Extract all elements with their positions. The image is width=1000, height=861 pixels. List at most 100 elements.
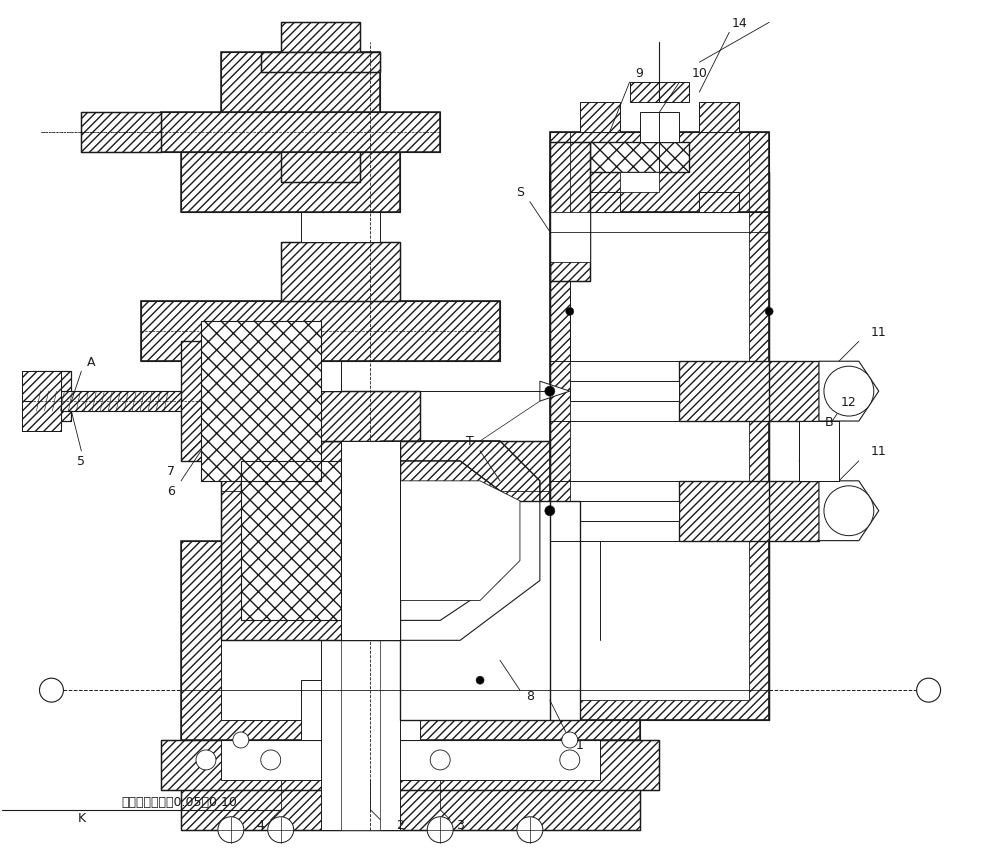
Polygon shape	[540, 501, 570, 521]
Bar	[32, 372, 71, 422]
Bar	[550, 143, 590, 282]
Bar	[550, 133, 769, 213]
Bar	[640, 113, 679, 143]
Bar	[181, 152, 400, 213]
Bar	[799, 422, 839, 481]
Text: 14: 14	[731, 17, 747, 30]
Circle shape	[545, 506, 555, 516]
Bar	[699, 193, 739, 213]
Circle shape	[562, 732, 578, 748]
Bar	[221, 53, 380, 133]
Bar	[590, 143, 689, 173]
Bar	[241, 461, 380, 621]
Circle shape	[476, 677, 484, 684]
Circle shape	[824, 486, 874, 536]
Text: A: A	[87, 356, 96, 369]
Text: S: S	[516, 186, 524, 199]
Polygon shape	[380, 481, 520, 601]
Circle shape	[566, 308, 574, 316]
Bar	[550, 213, 590, 263]
Bar	[301, 680, 420, 740]
Bar	[699, 103, 739, 133]
Text: 3: 3	[456, 818, 464, 831]
Bar	[32, 392, 181, 412]
Polygon shape	[380, 442, 540, 641]
Bar	[241, 442, 400, 492]
Bar	[341, 531, 380, 830]
Circle shape	[824, 367, 874, 417]
Circle shape	[430, 750, 450, 770]
Bar	[679, 362, 819, 422]
Text: 4: 4	[257, 818, 265, 831]
Text: 2: 2	[396, 818, 404, 831]
Bar	[301, 272, 341, 392]
Bar	[580, 193, 620, 213]
Text: 1: 1	[576, 739, 584, 752]
Bar	[550, 173, 769, 720]
Bar	[181, 541, 640, 740]
Bar	[221, 442, 600, 641]
Bar	[161, 113, 440, 152]
Text: T: T	[466, 435, 474, 448]
Bar	[221, 53, 380, 133]
Bar	[32, 377, 61, 426]
Bar	[201, 322, 321, 481]
Bar	[81, 113, 161, 152]
Bar	[400, 501, 580, 720]
Bar	[281, 23, 360, 53]
Bar	[281, 133, 360, 183]
Bar	[550, 143, 590, 282]
Bar	[221, 740, 600, 780]
Circle shape	[268, 817, 294, 843]
Text: 10: 10	[691, 66, 707, 79]
Bar	[221, 442, 600, 641]
Circle shape	[218, 817, 244, 843]
Bar	[550, 173, 769, 720]
Bar	[281, 242, 400, 302]
Bar	[261, 53, 380, 73]
Bar	[181, 342, 221, 461]
Bar	[181, 152, 400, 213]
Bar	[261, 492, 380, 541]
Bar	[22, 372, 61, 431]
Bar	[161, 113, 440, 152]
Bar	[590, 143, 689, 173]
Bar	[679, 481, 819, 541]
Bar	[679, 481, 819, 541]
Bar	[679, 362, 819, 422]
Polygon shape	[819, 362, 879, 422]
Text: B: B	[825, 415, 833, 428]
Bar	[301, 362, 341, 442]
Bar	[32, 392, 181, 412]
Bar	[301, 342, 341, 492]
Circle shape	[261, 750, 281, 770]
Text: 8: 8	[526, 689, 534, 702]
Bar	[141, 302, 500, 362]
Circle shape	[545, 387, 555, 397]
Bar	[161, 740, 659, 790]
Bar	[400, 501, 580, 720]
Bar	[341, 442, 400, 641]
Circle shape	[196, 750, 216, 770]
Bar	[141, 302, 500, 362]
Circle shape	[765, 308, 773, 316]
Bar	[281, 23, 360, 53]
Circle shape	[917, 678, 941, 703]
Circle shape	[427, 817, 453, 843]
Circle shape	[233, 732, 249, 748]
Circle shape	[517, 817, 543, 843]
Bar	[301, 183, 380, 242]
Bar	[620, 173, 659, 193]
Bar	[580, 103, 620, 133]
Polygon shape	[819, 481, 879, 541]
Bar	[201, 322, 321, 481]
Bar	[570, 501, 679, 521]
Bar	[221, 392, 420, 442]
Bar	[799, 422, 839, 481]
Bar	[261, 53, 380, 73]
Bar	[161, 740, 659, 790]
Bar	[281, 242, 400, 302]
Bar	[241, 461, 380, 621]
Text: K: K	[77, 811, 85, 824]
Bar	[181, 541, 640, 740]
